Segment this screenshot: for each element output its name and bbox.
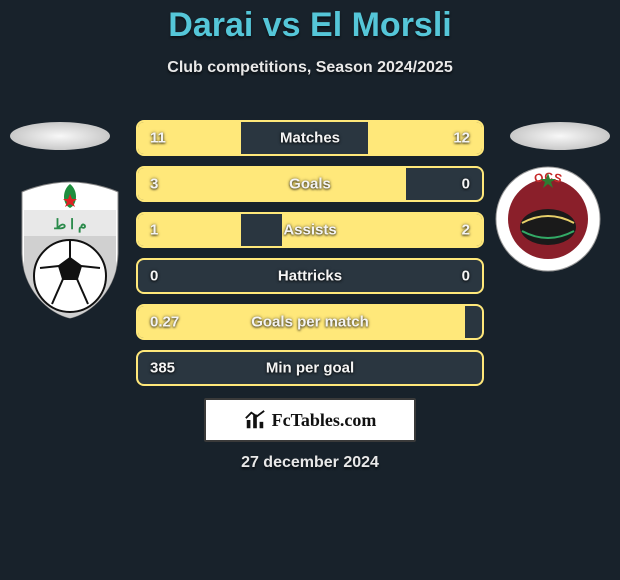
club-crest-left: م ا ط — [18, 180, 122, 320]
stat-value-right: 12 — [453, 130, 470, 147]
stat-label: Min per goal — [266, 360, 354, 377]
stat-value-left: 385 — [150, 360, 175, 377]
attribution-badge: FcTables.com — [204, 398, 416, 442]
stat-row-matches: 11 Matches 12 — [136, 120, 484, 156]
stats-panel: 11 Matches 12 3 Goals 0 1 Assists 2 0 Ha… — [136, 120, 484, 396]
club-crest-right: OCS — [494, 165, 602, 273]
stat-value-left: 0.27 — [150, 314, 179, 331]
stat-value-left: 11 — [150, 130, 166, 147]
stat-row-hattricks: 0 Hattricks 0 — [136, 258, 484, 294]
stat-value-right: 2 — [462, 222, 470, 239]
stat-label: Hattricks — [278, 268, 342, 285]
stat-fill-left — [138, 168, 406, 200]
stat-value-left: 0 — [150, 268, 158, 285]
stat-label: Assists — [283, 222, 336, 239]
stat-row-goals: 3 Goals 0 — [136, 166, 484, 202]
page-title: Darai vs El Morsli — [0, 0, 620, 45]
player-avatar-right — [510, 122, 610, 150]
chart-icon — [244, 409, 266, 431]
stat-label: Matches — [280, 130, 340, 147]
date-text: 27 december 2024 — [0, 454, 620, 472]
stat-value-right: 0 — [462, 176, 470, 193]
attribution-text: FcTables.com — [272, 410, 377, 431]
stat-value-left: 3 — [150, 176, 158, 193]
stat-value-right: 0 — [462, 268, 470, 285]
stat-row-assists: 1 Assists 2 — [136, 212, 484, 248]
stat-label: Goals per match — [251, 314, 369, 331]
stat-label: Goals — [289, 176, 331, 193]
stat-row-min-per-goal: 385 Min per goal — [136, 350, 484, 386]
stat-value-left: 1 — [150, 222, 158, 239]
crest-left-text: م ا ط — [53, 216, 86, 233]
player-avatar-left — [10, 122, 110, 150]
page-subtitle: Club competitions, Season 2024/2025 — [0, 59, 620, 77]
stat-row-goals-per-match: 0.27 Goals per match — [136, 304, 484, 340]
